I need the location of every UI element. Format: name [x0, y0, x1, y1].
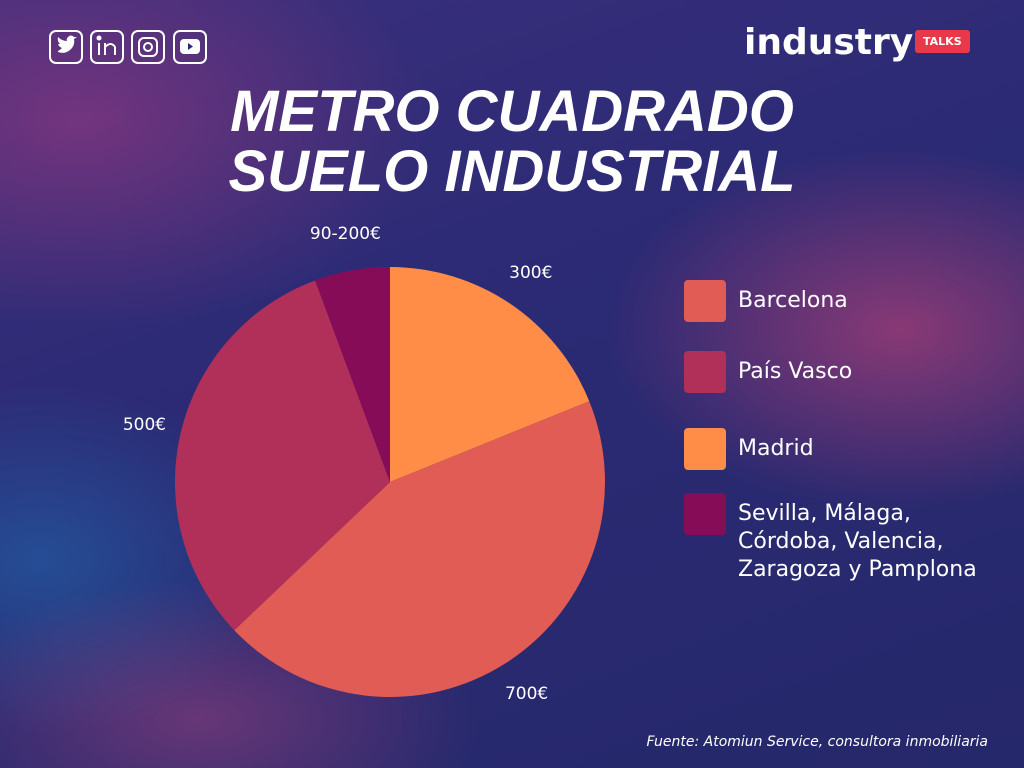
linkedin-dot — [96, 35, 102, 41]
title-line: METRO CUADRADO — [230, 79, 794, 144]
brand-badge: TALKS — [915, 30, 970, 53]
pie-slice — [175, 280, 390, 631]
legend-swatch — [684, 493, 726, 535]
twitter-glyph — [57, 35, 77, 53]
slice-label: 300€ — [509, 263, 552, 283]
slice-label: 500€ — [123, 415, 166, 435]
slice-label: 700€ — [505, 684, 548, 704]
legend-swatch — [684, 351, 726, 393]
pie-slice — [315, 267, 390, 482]
pie-slice — [234, 401, 606, 698]
legend-swatch — [684, 280, 726, 322]
instagram-lens — [143, 42, 153, 52]
brand-name: industry — [744, 22, 914, 63]
legend-item: País Vasco — [684, 351, 978, 393]
legend-swatch — [684, 428, 726, 470]
chart-title: METRO CUADRADO SUELO INDUSTRIAL — [0, 82, 1024, 202]
instagram-icon[interactable] — [131, 30, 165, 64]
pie-slice — [390, 267, 590, 482]
youtube-icon[interactable] — [173, 30, 207, 64]
legend-item: Madrid — [684, 428, 978, 470]
twitter-icon[interactable] — [49, 30, 83, 64]
title-line: SUELO INDUSTRIAL — [228, 139, 796, 204]
legend-label: Barcelona — [738, 288, 848, 313]
instagram-glyph — [138, 37, 158, 57]
linkedin-icon[interactable] — [90, 30, 124, 64]
legend-label: Madrid — [738, 436, 814, 461]
linkedin-glyph — [98, 43, 116, 55]
source-note: Fuente: Atomiun Service, consultora inmo… — [646, 734, 988, 750]
legend-label: País Vasco — [738, 359, 853, 384]
legend-item: Barcelona — [684, 280, 978, 322]
legend-item: Sevilla, Málaga, Córdoba, Valencia, Zara… — [684, 493, 978, 584]
youtube-play — [188, 43, 193, 50]
legend-label: Sevilla, Málaga, Córdoba, Valencia, Zara… — [738, 501, 977, 582]
slice-label: 90-200€ — [310, 224, 381, 244]
